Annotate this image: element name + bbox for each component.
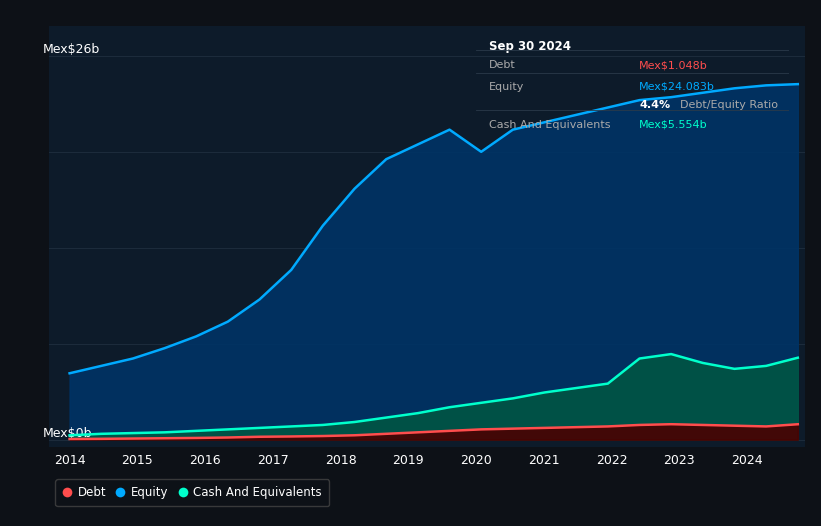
Text: Mex$5.554b: Mex$5.554b	[639, 119, 708, 129]
Legend: Debt, Equity, Cash And Equivalents: Debt, Equity, Cash And Equivalents	[55, 479, 329, 507]
Text: Mex$24.083b: Mex$24.083b	[639, 82, 715, 92]
Text: Cash And Equivalents: Cash And Equivalents	[488, 119, 610, 129]
Text: Equity: Equity	[488, 82, 524, 92]
Text: Debt: Debt	[488, 60, 516, 70]
Text: Sep 30 2024: Sep 30 2024	[488, 41, 571, 54]
Text: Mex$1.048b: Mex$1.048b	[639, 60, 708, 70]
Text: Debt/Equity Ratio: Debt/Equity Ratio	[680, 100, 777, 110]
Text: 4.4%: 4.4%	[639, 100, 670, 110]
Text: Mex$0b: Mex$0b	[43, 427, 92, 440]
Text: Mex$26b: Mex$26b	[43, 43, 99, 56]
